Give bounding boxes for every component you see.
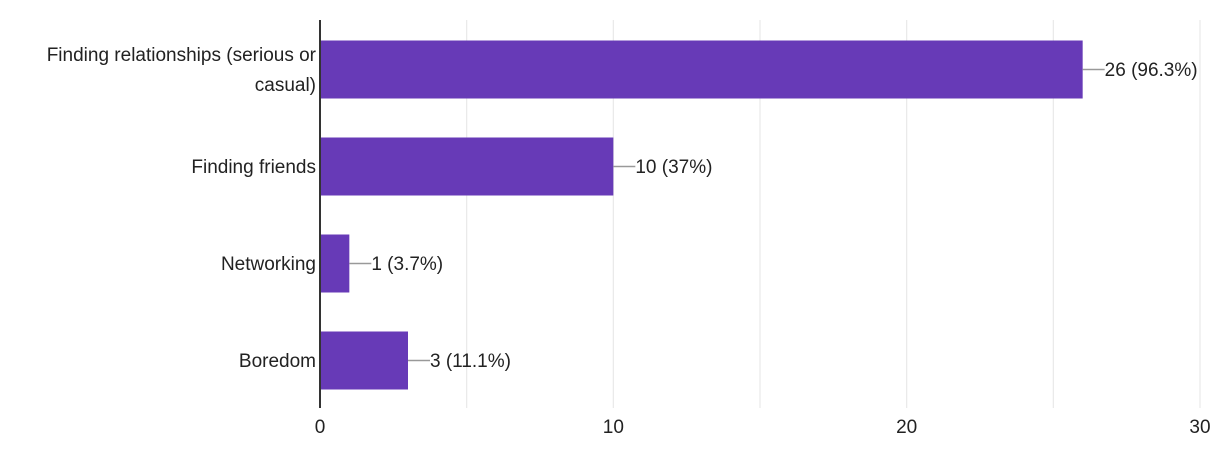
bar — [320, 40, 1083, 99]
x-tick-label: 30 — [1189, 417, 1210, 438]
data-label: 3 (11.1%) — [430, 351, 511, 372]
bar — [320, 234, 350, 293]
data-label: 10 (37%) — [635, 157, 712, 178]
x-tick-label: 0 — [315, 417, 326, 438]
axes: 0 10 20 30 — [315, 20, 1211, 438]
bar — [320, 137, 614, 196]
category-label: Finding friends — [191, 157, 316, 178]
data-label: 26 (96.3%) — [1105, 60, 1198, 81]
category-label: Finding relationships (serious or — [47, 45, 317, 66]
data-label: 1 (3.7%) — [371, 254, 443, 275]
bar — [320, 331, 408, 390]
labels: 26 (96.3%) Finding relationships (serious… — [47, 45, 1198, 372]
bars — [320, 40, 1083, 390]
category-label: Networking — [221, 254, 316, 275]
category-label: Boredom — [239, 351, 316, 372]
x-tick-label: 20 — [896, 417, 917, 438]
category-label: casual) — [255, 75, 316, 96]
x-tick-label: 10 — [603, 417, 624, 438]
